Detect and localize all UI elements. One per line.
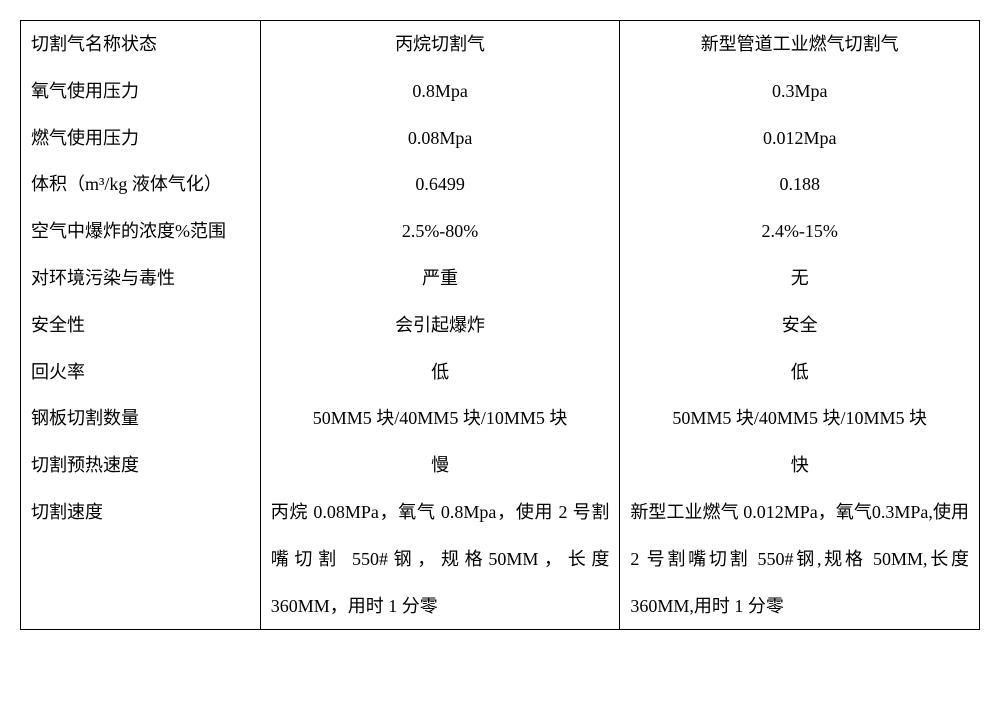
- table-row: 空气中爆炸的浓度%范围 2.5%-80% 2.4%-15%: [21, 208, 980, 255]
- row-value-a: 丙烷 0.08MPa，氧气 0.8Mpa，使用 2 号割嘴切割 550#钢，规格…: [260, 489, 620, 630]
- row-value-b: 新型工业燃气 0.012MPa，氧气0.3MPa,使用 2 号割嘴切割 550#…: [620, 489, 980, 630]
- table-row: 切割速度 丙烷 0.08MPa，氧气 0.8Mpa，使用 2 号割嘴切割 550…: [21, 489, 980, 630]
- table-row: 回火率 低 低: [21, 349, 980, 396]
- header-label: 切割气名称状态: [21, 21, 261, 68]
- header-col-a: 丙烷切割气: [260, 21, 620, 68]
- row-value-b: 无: [620, 255, 980, 302]
- row-value-a: 50MM5 块/40MM5 块/10MM5 块: [260, 395, 620, 442]
- table-row: 安全性 会引起爆炸 安全: [21, 302, 980, 349]
- row-value-b: 快: [620, 442, 980, 489]
- header-col-b: 新型管道工业燃气切割气: [620, 21, 980, 68]
- row-value-a: 0.8Mpa: [260, 68, 620, 115]
- row-value-b: 0.3Mpa: [620, 68, 980, 115]
- comparison-table-container: 切割气名称状态 丙烷切割气 新型管道工业燃气切割气 氧气使用压力 0.8Mpa …: [20, 20, 980, 630]
- row-label: 切割速度: [21, 489, 261, 630]
- table-row: 钢板切割数量 50MM5 块/40MM5 块/10MM5 块 50MM5 块/4…: [21, 395, 980, 442]
- row-label: 切割预热速度: [21, 442, 261, 489]
- comparison-table: 切割气名称状态 丙烷切割气 新型管道工业燃气切割气 氧气使用压力 0.8Mpa …: [20, 20, 980, 630]
- row-value-b: 50MM5 块/40MM5 块/10MM5 块: [620, 395, 980, 442]
- table-row: 氧气使用压力 0.8Mpa 0.3Mpa: [21, 68, 980, 115]
- row-value-a: 慢: [260, 442, 620, 489]
- row-label: 燃气使用压力: [21, 115, 261, 162]
- row-label: 空气中爆炸的浓度%范围: [21, 208, 261, 255]
- table-row: 体积（m³/kg 液体气化） 0.6499 0.188: [21, 161, 980, 208]
- row-value-b: 低: [620, 349, 980, 396]
- row-value-a: 0.08Mpa: [260, 115, 620, 162]
- table-row: 对环境污染与毒性 严重 无: [21, 255, 980, 302]
- table-header-row: 切割气名称状态 丙烷切割气 新型管道工业燃气切割气: [21, 21, 980, 68]
- row-value-a: 2.5%-80%: [260, 208, 620, 255]
- row-label: 氧气使用压力: [21, 68, 261, 115]
- row-value-b: 0.188: [620, 161, 980, 208]
- row-value-b: 0.012Mpa: [620, 115, 980, 162]
- row-value-a: 0.6499: [260, 161, 620, 208]
- table-row: 切割预热速度 慢 快: [21, 442, 980, 489]
- row-label: 钢板切割数量: [21, 395, 261, 442]
- table-body: 切割气名称状态 丙烷切割气 新型管道工业燃气切割气 氧气使用压力 0.8Mpa …: [21, 21, 980, 630]
- row-value-a: 低: [260, 349, 620, 396]
- row-label: 安全性: [21, 302, 261, 349]
- row-value-a: 严重: [260, 255, 620, 302]
- table-row: 燃气使用压力 0.08Mpa 0.012Mpa: [21, 115, 980, 162]
- row-label: 对环境污染与毒性: [21, 255, 261, 302]
- row-label: 回火率: [21, 349, 261, 396]
- row-value-b: 安全: [620, 302, 980, 349]
- row-value-b: 2.4%-15%: [620, 208, 980, 255]
- row-value-a: 会引起爆炸: [260, 302, 620, 349]
- row-label: 体积（m³/kg 液体气化）: [21, 161, 261, 208]
